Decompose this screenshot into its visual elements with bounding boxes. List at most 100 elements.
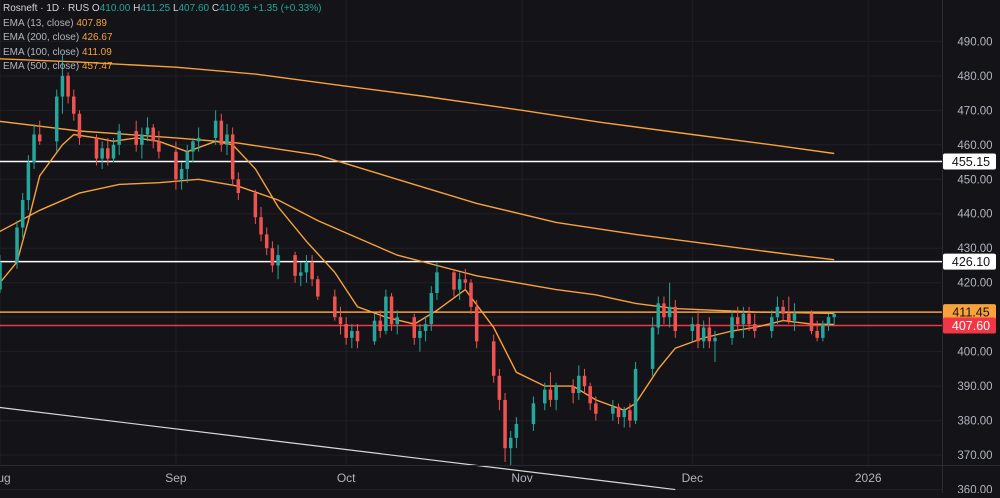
time-tick-label: Dec <box>682 471 703 485</box>
candle-body <box>174 151 178 180</box>
candle-body <box>508 437 513 449</box>
legend-ema13[interactable]: EMA (13, close) 407.89 <box>3 17 321 32</box>
ema200-label: EMA (200, close) <box>3 32 80 43</box>
ohlc-high-key: H <box>133 3 141 14</box>
candle-up <box>140 127 144 159</box>
candle-up <box>792 303 797 331</box>
candle-body <box>338 317 343 325</box>
candle-down <box>333 289 337 321</box>
candle-body <box>577 375 581 394</box>
candle-body <box>94 137 99 159</box>
candle-down <box>571 379 575 404</box>
price-label-tag: 455.15 <box>943 153 996 170</box>
legend-ema100[interactable]: EMA (100, close) 411.09 <box>3 46 321 61</box>
candle-up <box>577 365 581 400</box>
candle-body <box>628 410 632 421</box>
candle-body <box>656 303 661 328</box>
candle-down <box>463 268 468 290</box>
candle-down <box>497 368 502 411</box>
candle-down <box>293 251 297 283</box>
ema-line <box>0 58 835 155</box>
candle-body <box>418 330 422 338</box>
candle-body <box>503 399 507 449</box>
candle-body <box>179 168 184 180</box>
candle-up <box>15 220 19 269</box>
symbol-title[interactable]: Rosneft · 1D · RUS <box>3 3 90 14</box>
candle-down <box>316 275 320 300</box>
candle-body <box>20 199 25 228</box>
candle-down <box>344 317 348 345</box>
candle-down <box>696 310 700 349</box>
candle-up <box>667 282 672 328</box>
candle-up <box>276 244 280 280</box>
grid <box>0 0 942 491</box>
candle-body <box>213 120 218 138</box>
candle-down <box>707 317 712 349</box>
candle-body <box>690 324 695 331</box>
candle-down <box>151 124 155 149</box>
candle-body <box>134 131 138 145</box>
candle-body <box>15 227 19 263</box>
candle-body <box>60 75 65 97</box>
candle-body <box>225 134 229 145</box>
chart-legend: Rosneft · 1D · RUS O410.00 H411.25 L407.… <box>3 2 321 75</box>
candle-down <box>219 113 224 152</box>
ohlc-low-value: 407.60 <box>178 3 210 14</box>
candle-body <box>633 368 638 421</box>
candle-down <box>270 241 275 273</box>
candle-body <box>452 272 456 290</box>
legend-ema200[interactable]: EMA (200, close) 426.67 <box>3 31 321 46</box>
candle-body <box>832 313 836 318</box>
candle-down <box>72 89 76 121</box>
candle-body <box>298 272 303 276</box>
candle-up <box>395 310 399 335</box>
candle-down <box>752 313 757 338</box>
candle-body <box>667 306 672 318</box>
candle-body <box>713 337 717 342</box>
time-axis[interactable]: Aug Sep Oct Nov Dec 2026 <box>0 465 1000 486</box>
price-label-tag: 426.10 <box>943 253 996 270</box>
candle-up <box>531 396 536 431</box>
candle-up <box>713 330 717 362</box>
candle-body <box>491 341 496 376</box>
ohlc-open: O410.00 <box>92 3 130 14</box>
price-label-text: 455.15 <box>952 155 990 169</box>
candle-up <box>145 117 150 142</box>
candle-body <box>588 386 592 404</box>
candle-down <box>781 299 785 321</box>
candle-body <box>815 330 819 338</box>
price-tick-label: 490.00 <box>957 36 992 48</box>
candle-down <box>747 306 751 331</box>
candle-up <box>423 317 428 342</box>
candle-up <box>821 320 825 342</box>
candle-down <box>787 296 791 325</box>
candle-body <box>775 306 780 318</box>
candle-up <box>554 382 558 411</box>
candle-body <box>157 141 161 152</box>
candle-body <box>0 262 2 290</box>
price-tick-label: 450.00 <box>957 174 992 186</box>
candle-up <box>179 162 184 190</box>
candle-body <box>219 120 224 145</box>
time-tick-label: Aug <box>0 471 11 485</box>
candle-up <box>0 255 2 294</box>
price-tick-label: 370.00 <box>957 450 992 462</box>
candle-body <box>474 306 479 342</box>
candle-body <box>554 386 558 400</box>
ohlc-close-key: C <box>211 3 220 14</box>
price-label-tag: 411.45 <box>943 304 996 321</box>
ohlc-close: C410.95 <box>212 3 250 14</box>
price-tick-label: 390.00 <box>957 381 992 393</box>
candle-down <box>491 334 496 383</box>
price-tick-label: 470.00 <box>957 105 992 117</box>
candle-body <box>594 403 598 414</box>
candle-body <box>457 279 462 290</box>
price-tick-label: 360.00 <box>957 485 992 493</box>
legend-ema500[interactable]: EMA (500, close) 457.47 <box>3 60 321 75</box>
candle-body <box>395 317 399 325</box>
price-label-bg <box>943 317 996 334</box>
candle-down <box>134 120 138 152</box>
price-axis[interactable]: 360.00370.00380.00390.00400.00410.00420.… <box>942 0 993 497</box>
